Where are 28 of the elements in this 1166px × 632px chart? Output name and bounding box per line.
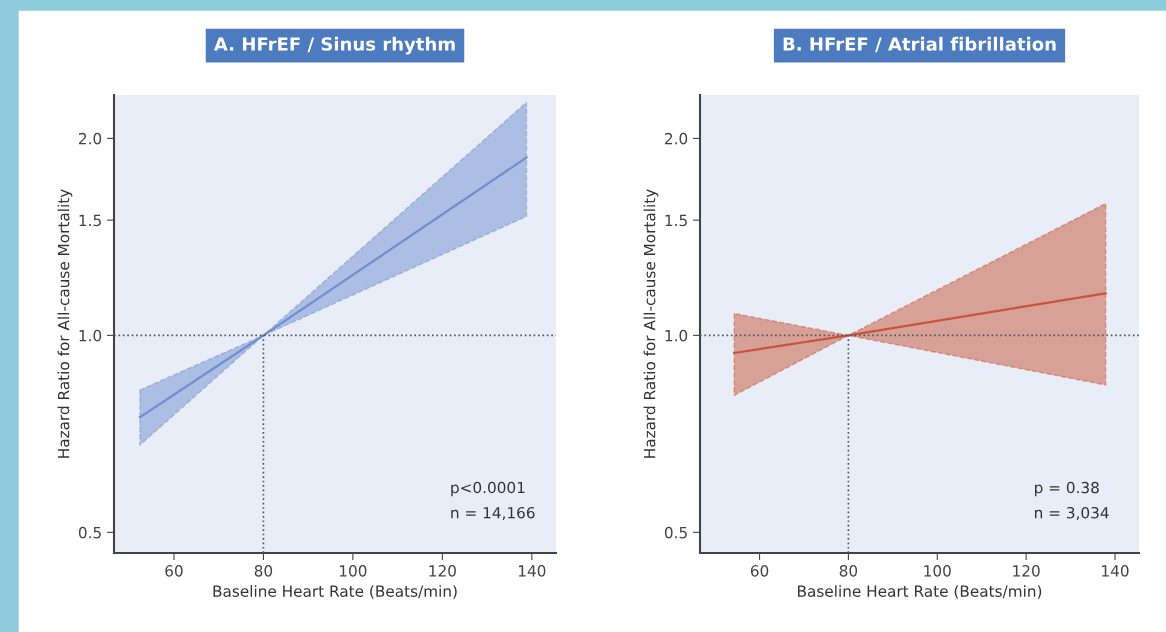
x-tick-label: 140	[518, 565, 546, 577]
y-tick-label: 0.5	[664, 526, 687, 539]
y-tick-label: 1.5	[79, 214, 101, 227]
x-tick-label: 60	[750, 565, 769, 577]
annotation: p<0.0001	[451, 481, 525, 497]
x-tick-label: 120	[1013, 565, 1040, 577]
x-tick-label: 140	[1102, 565, 1129, 577]
x-tick-label: 80	[254, 565, 273, 577]
annotation: n = 3,034	[1035, 506, 1109, 521]
y-axis-title: Hazard Ratio for All-cause Mortality	[57, 189, 73, 458]
chart-title: A. HFrEF / Sinus rhythm	[213, 36, 455, 55]
y-tick-label: 1.5	[665, 214, 687, 227]
y-tick-label: 0.5	[78, 526, 101, 539]
annotation: p = 0.38	[1035, 481, 1099, 497]
annotation: n = 14,166	[451, 506, 535, 521]
y-axis-title: Hazard Ratio for All-cause Mortality	[643, 189, 659, 458]
x-axis-title: Baseline Heart Rate (Beats/min)	[213, 585, 457, 599]
chart-title: B. HFrEF / Atrial fibrillation	[783, 36, 1056, 53]
y-tick-label: 2.0	[665, 132, 688, 145]
y-tick-label: 1.0	[665, 329, 688, 342]
y-tick-label: 1.0	[79, 329, 102, 342]
x-tick-label: 100	[924, 565, 951, 577]
x-tick-label: 80	[839, 565, 858, 577]
x-tick-label: 100	[339, 565, 367, 577]
x-axis-title: Baseline Heart Rate (Beats/min)	[798, 585, 1042, 599]
x-tick-label: 120	[429, 565, 456, 577]
x-tick-label: 60	[165, 565, 183, 577]
y-tick-label: 2.0	[79, 132, 102, 145]
